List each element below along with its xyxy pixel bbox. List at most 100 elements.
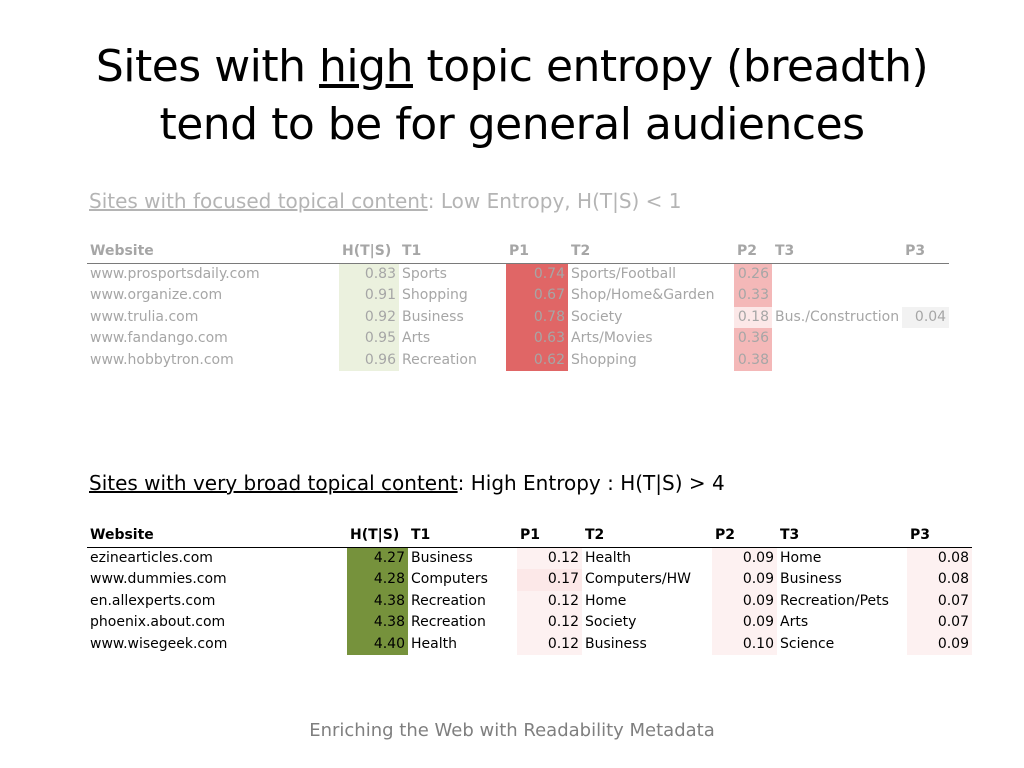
table-header-row: Website H(T|S) T1 P1 T2 P2 T3 P3 bbox=[87, 525, 972, 547]
column-header: T1 bbox=[402, 243, 422, 259]
entropy-cell: 0.96 bbox=[339, 349, 399, 371]
prob2-cell: 0.26 bbox=[734, 263, 772, 285]
prob1-cell: 0.17 bbox=[517, 569, 582, 591]
topic2-cell: Shop/Home&Garden bbox=[571, 287, 715, 303]
prob1-cell: 0.12 bbox=[517, 633, 582, 655]
prob2-cell: 0.09 bbox=[712, 569, 777, 591]
website-cell: phoenix.about.com bbox=[90, 614, 226, 630]
entropy-cell: 0.91 bbox=[339, 285, 399, 307]
column-header: T1 bbox=[411, 527, 431, 543]
title-text: topic entropy (breadth) bbox=[412, 41, 929, 92]
entropy-cell: 0.95 bbox=[339, 328, 399, 350]
title-emphasis: high bbox=[319, 41, 413, 92]
topic1-cell: Shopping bbox=[402, 287, 468, 303]
slide-footer: Enriching the Web with Readability Metad… bbox=[309, 720, 715, 741]
entropy-cell: 4.38 bbox=[347, 590, 408, 612]
topic1-cell: Arts bbox=[402, 330, 431, 346]
prob1-cell: 0.74 bbox=[506, 263, 568, 285]
heading-label: Sites with focused topical content bbox=[89, 189, 428, 213]
prob3-cell bbox=[902, 263, 949, 285]
topic2-cell: Society bbox=[585, 614, 637, 630]
focused-section-heading: Sites with focused topical content: Low … bbox=[89, 189, 682, 213]
prob1-cell: 0.62 bbox=[506, 349, 568, 371]
table-row: www.wisegeek.com 4.40 Health 0.12 Business 0.… bbox=[87, 633, 972, 655]
column-header: Website bbox=[90, 243, 154, 259]
website-cell: www.organize.com bbox=[90, 287, 223, 303]
website-cell: www.fandango.com bbox=[90, 330, 228, 346]
entropy-cell: 0.83 bbox=[339, 263, 399, 285]
prob1-cell: 0.12 bbox=[517, 547, 582, 569]
topic1-cell: Recreation bbox=[402, 351, 477, 368]
prob2-cell: 0.36 bbox=[734, 328, 772, 350]
table-row: en.allexperts.com 4.38 Recreation 0.12 Home 0… bbox=[87, 590, 972, 612]
topic3-cell: Arts bbox=[780, 614, 809, 630]
prob2-cell: 0.10 bbox=[712, 633, 777, 655]
prob1-cell: 0.67 bbox=[506, 285, 568, 307]
heading-criteria: : High Entropy : H(T|S) > 4 bbox=[457, 471, 725, 495]
column-header: P2 bbox=[737, 243, 758, 259]
topic1-cell: Computers bbox=[411, 571, 488, 587]
entropy-cell: 0.92 bbox=[339, 306, 399, 328]
topic1-cell: Recreation bbox=[411, 614, 486, 630]
prob1-cell: 0.12 bbox=[517, 612, 582, 634]
topic2-cell: Arts/Movies bbox=[571, 330, 653, 346]
topic3-cell bbox=[772, 328, 902, 350]
column-header: T3 bbox=[780, 527, 800, 543]
table-body: ezinearticles.com 4.27 Business 0.12 Health 0… bbox=[87, 547, 972, 655]
table-row: www.dummies.com 4.28 Computers 0.17 Computer… bbox=[87, 569, 972, 591]
prob2-cell: 0.18 bbox=[734, 306, 772, 328]
topic3-cell bbox=[772, 350, 902, 372]
prob1-cell: 0.12 bbox=[517, 590, 582, 612]
website-cell: en.allexperts.com bbox=[90, 592, 216, 609]
prob2-cell: 0.33 bbox=[734, 285, 772, 307]
slide-title: Sites with high topic entropy (breadth) … bbox=[0, 38, 1024, 154]
column-header: H(T|S) bbox=[342, 243, 392, 259]
topic1-cell: Business bbox=[411, 549, 473, 566]
website-cell: www.hobbytron.com bbox=[90, 351, 234, 368]
prob3-cell bbox=[902, 350, 949, 372]
column-header: T3 bbox=[775, 243, 795, 259]
prob3-cell bbox=[902, 328, 949, 350]
prob3-cell: 0.08 bbox=[907, 547, 972, 569]
broad-section-heading: Sites with very broad topical content: H… bbox=[89, 471, 725, 495]
entropy-cell: 4.40 bbox=[347, 633, 408, 655]
prob3-cell: 0.07 bbox=[907, 612, 972, 634]
website-cell: www.trulia.com bbox=[90, 308, 199, 325]
title-line-2: tend to be for general audiences bbox=[159, 99, 865, 150]
table-row: www.trulia.com 0.92 Business 0.78 Society 0.1… bbox=[87, 306, 950, 328]
title-text: Sites with bbox=[95, 41, 320, 92]
column-header: P3 bbox=[905, 243, 926, 259]
entropy-cell: 4.27 bbox=[347, 547, 408, 569]
topic2-cell: Business bbox=[585, 635, 647, 652]
topic3-cell bbox=[772, 285, 902, 307]
prob1-cell: 0.63 bbox=[506, 328, 568, 350]
prob2-cell: 0.09 bbox=[712, 612, 777, 634]
website-cell: www.dummies.com bbox=[90, 571, 227, 587]
heading-label: Sites with very broad topical content bbox=[89, 471, 458, 495]
prob3-cell: 0.07 bbox=[907, 590, 972, 612]
topic1-cell: Health bbox=[411, 635, 457, 652]
topic2-cell: Health bbox=[585, 549, 631, 566]
topic1-cell: Recreation bbox=[411, 592, 486, 609]
website-cell: www.prosportsdaily.com bbox=[90, 265, 260, 282]
column-header: Website bbox=[90, 527, 154, 543]
topic3-cell bbox=[772, 263, 902, 285]
topic3-cell: Bus./Construction bbox=[775, 308, 900, 325]
table-header-row: Website H(T|S) T1 P1 T2 P2 T3 P3 bbox=[87, 241, 950, 263]
table-row: phoenix.about.com 4.38 Recreation 0.12 Socie… bbox=[87, 612, 972, 634]
prob2-cell: 0.09 bbox=[712, 547, 777, 569]
low-entropy-table: Website H(T|S) T1 P1 T2 P2 T3 P3 www.prosportsd… bbox=[87, 241, 950, 372]
title-line-1: Sites with high topic entropy (breadth) bbox=[0, 38, 1024, 96]
table-row: www.organize.com 0.91 Shopping 0.67 Shop/Hom… bbox=[87, 285, 949, 307]
prob3-cell: 0.04 bbox=[902, 306, 950, 328]
topic2-cell: Shopping bbox=[571, 351, 637, 368]
table-row: www.fandango.com 0.95 Arts 0.63 Arts/Movies 0… bbox=[87, 328, 949, 350]
topic2-cell: Home bbox=[585, 592, 627, 609]
column-header: P1 bbox=[509, 243, 530, 259]
entropy-cell: 4.38 bbox=[347, 612, 408, 634]
prob3-cell: 0.08 bbox=[907, 569, 972, 591]
website-cell: www.wisegeek.com bbox=[90, 635, 228, 652]
topic3-cell: Home bbox=[780, 549, 822, 566]
table-body: www.prosportsdaily.com 0.83 Sports 0.74 Spor… bbox=[87, 263, 950, 372]
topic2-cell: Society bbox=[571, 308, 623, 325]
